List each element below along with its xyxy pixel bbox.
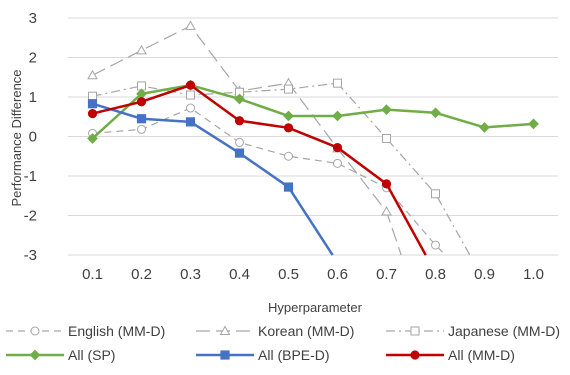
legend-marker: [219, 325, 231, 335]
series-line: [91, 83, 534, 140]
data-point: [284, 151, 293, 161]
data-point: [185, 20, 196, 30]
data-point: [381, 179, 392, 189]
data-point: [136, 97, 147, 107]
data-point: [88, 91, 97, 101]
legend-item-all-sp: All (SP): [6, 347, 115, 363]
x-tick-label: 0.2: [131, 266, 152, 283]
x-tick-label: 0.8: [425, 266, 446, 283]
legend-label: English (MM-D): [68, 323, 165, 339]
series-korean-mm-d: [87, 20, 402, 256]
data-point: [332, 142, 343, 153]
x-tick-label: 0.1: [82, 266, 103, 283]
data-point: [186, 103, 195, 113]
legend-label: All (SP): [68, 347, 115, 363]
y-axis-ticks: 3 2 1 0 -1 -2 -3: [24, 10, 37, 264]
y-tick-label: -2: [24, 208, 37, 225]
series-line: [92, 25, 402, 256]
data-point: [136, 44, 147, 55]
data-point: [382, 133, 391, 143]
y-tick-label: -1: [24, 168, 37, 185]
x-tick-label: 0.5: [278, 266, 299, 283]
legend-item-japanese-mm-d: Japanese (MM-D): [386, 323, 560, 339]
legend-item-all-bpe-d: All (BPE-D): [196, 347, 330, 363]
data-point: [284, 84, 293, 94]
legend-marker: [410, 350, 420, 360]
y-tick-label: 3: [29, 10, 37, 27]
legend-marker: [30, 326, 40, 336]
series-line: [92, 102, 334, 256]
data-point: [333, 158, 342, 168]
legend-label: Japanese (MM-D): [448, 323, 560, 339]
series-all-mm-d: [87, 80, 427, 256]
series-english-mm-d: [88, 103, 446, 256]
data-point: [431, 240, 440, 250]
data-point: [87, 99, 98, 109]
data-point: [87, 108, 98, 119]
data-point: [87, 133, 98, 144]
legend-item-korean-mm-d: Korean (MM-D): [196, 323, 354, 339]
legend-label: All (BPE-D): [258, 347, 330, 363]
data-point: [136, 114, 147, 124]
data-point: [87, 69, 98, 80]
series-all-bpe-d: [87, 99, 334, 256]
legend-item-english-mm-d: English (MM-D): [6, 323, 165, 339]
y-tick-label: -3: [24, 247, 37, 264]
x-tick-label: 0.6: [327, 266, 348, 283]
series-line: [92, 82, 471, 256]
legend-marker: [220, 350, 230, 360]
legend-label: All (MM-D): [448, 347, 515, 363]
data-point: [283, 182, 294, 192]
data-point: [137, 124, 146, 134]
legend: English (MM-D) Korean (MM-D) Japanese (MM-…: [6, 323, 560, 363]
x-tick-label: 0.4: [229, 266, 250, 283]
series-all-sp: [87, 79, 539, 144]
x-axis-ticks: 0.1 0.2 0.3 0.4 0.5 0.6 0.7 0.8 0.9 1.0: [82, 266, 544, 283]
data-point: [381, 104, 392, 115]
data-point: [185, 80, 196, 90]
data-point: [234, 93, 245, 105]
y-tick-label: 1: [29, 89, 37, 106]
series-line: [92, 83, 427, 256]
y-tick-label: 2: [29, 50, 37, 67]
x-tick-label: 0.3: [180, 266, 201, 283]
data-point: [431, 189, 440, 199]
x-tick-label: 0.9: [474, 266, 495, 283]
data-point: [333, 78, 342, 88]
legend-marker: [410, 326, 420, 336]
data-point: [185, 117, 196, 127]
data-point: [332, 110, 343, 122]
series-japanese-mm-d: [88, 78, 471, 256]
legend-label: Korean (MM-D): [258, 323, 354, 339]
data-point: [430, 107, 441, 119]
x-tick-label: 0.7: [376, 266, 397, 283]
data-point: [235, 137, 244, 147]
data-point: [283, 110, 294, 122]
series: [87, 20, 539, 256]
data-point: [479, 122, 490, 133]
y-axis-title: Performance Difference: [9, 69, 24, 206]
series-line: [92, 107, 446, 256]
gridlines: [68, 17, 558, 256]
x-tick-label: 1.0: [523, 266, 544, 283]
data-point: [528, 118, 539, 130]
legend-marker: [29, 349, 41, 361]
data-point: [186, 90, 195, 100]
y-tick-label: 0: [29, 129, 37, 146]
data-point: [234, 148, 245, 158]
legend-item-all-mm-d: All (MM-D): [386, 347, 515, 363]
data-point: [381, 206, 392, 216]
data-point: [283, 123, 294, 133]
x-axis-title: Hyperparameter: [268, 300, 363, 315]
data-point: [234, 116, 245, 126]
